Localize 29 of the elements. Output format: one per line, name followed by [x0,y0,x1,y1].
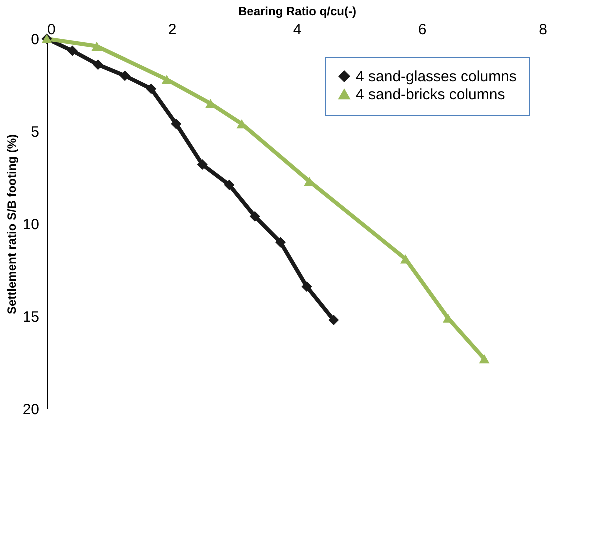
y-tick-label: 15 [22,309,40,326]
y-axis-title: Settlement ratio S/B footing (%) [4,134,19,314]
point [67,46,78,56]
point [146,84,157,94]
y-tick-label: 20 [22,402,40,418]
point [400,254,411,264]
point [171,118,182,130]
x-tick-label: 8 [539,22,548,38]
point [197,160,208,170]
x-tick-label: 2 [168,22,177,38]
point [250,211,260,222]
point [120,70,130,82]
point [206,99,216,108]
y-tick-label: 5 [31,124,40,141]
x-tick-label: 0 [48,22,56,38]
point [162,75,172,84]
point [302,282,312,292]
point [479,354,490,364]
x-axis-title: Bearing Ratio q/cu(-) [238,4,357,18]
x-tick-label: 4 [293,22,302,38]
point [92,42,102,51]
point [224,180,235,190]
legend-label: 4 sand-glasses columns [356,68,517,86]
point [276,237,286,248]
point [328,314,340,326]
x-tick-label: 6 [418,22,427,38]
point [93,60,104,70]
y-tick-label: 10 [22,216,40,234]
legend-label: 4 sand-bricks columns [356,86,506,104]
